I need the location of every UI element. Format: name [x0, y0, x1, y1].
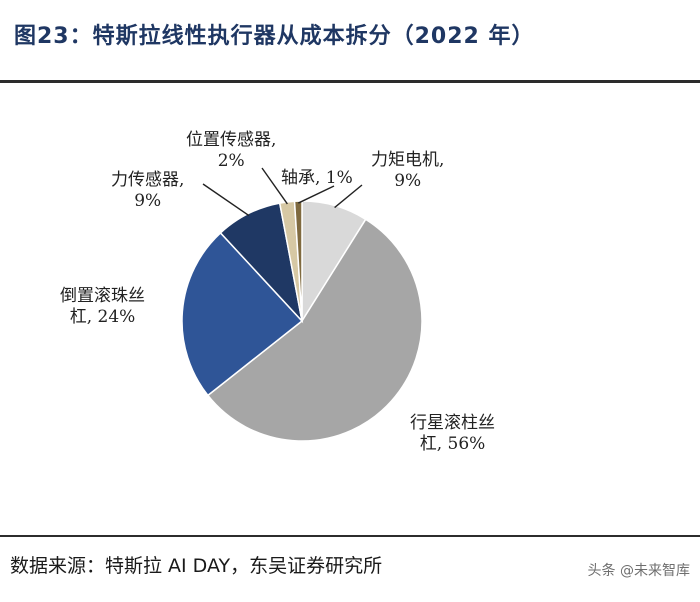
label-inverted-ball-screw: 倒置滚珠丝 杠, 24% [60, 286, 145, 327]
source-note: 数据来源：特斯拉 AI DAY，东吴证券研究所 [10, 555, 383, 577]
bottom-divider [0, 535, 700, 537]
pie-chart [181, 167, 423, 442]
label-bearing: 轴承, 1% [281, 168, 353, 188]
label-position-sensor: 位置传感器, 2% [186, 130, 277, 171]
watermark: 头条 @未来智库 [587, 563, 690, 579]
leader-line-bearing [298, 185, 335, 204]
label-planetary-roller-screw: 行星滚柱丝 杠, 56% [410, 413, 495, 454]
pie-slice-inverted-ball-screw [181, 231, 304, 397]
label-force-sensor: 力传感器, 9% [111, 170, 185, 211]
label-torque-motor: 力矩电机, 9% [371, 150, 445, 191]
leader-line-torque-motor [334, 184, 363, 209]
leader-line-position-sensor [261, 167, 288, 205]
figure-title: 图23：特斯拉线性执行器从成本拆分（2022 年） [14, 24, 535, 49]
leader-lines [202, 167, 363, 217]
pie-slices [181, 200, 423, 442]
leader-line-force-sensor [202, 183, 250, 217]
pie-slice-planetary-roller-screw [206, 218, 423, 442]
top-divider [0, 80, 700, 83]
